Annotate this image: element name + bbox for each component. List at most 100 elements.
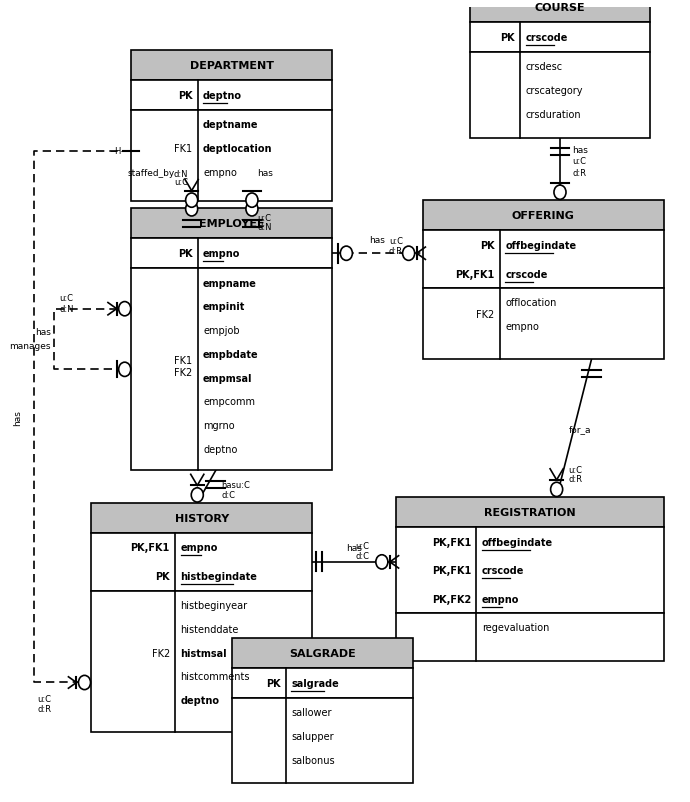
- Text: u:C: u:C: [60, 294, 74, 303]
- Text: d:R: d:R: [569, 475, 582, 484]
- Text: u:C: u:C: [389, 237, 403, 245]
- Text: deptno: deptno: [203, 444, 237, 455]
- Bar: [131, 80, 333, 111]
- Text: histmsal: histmsal: [181, 648, 227, 658]
- Bar: [91, 533, 312, 591]
- Text: hasu:C: hasu:C: [221, 480, 250, 489]
- Text: FK2: FK2: [152, 648, 170, 658]
- Text: d:R: d:R: [38, 704, 52, 713]
- Text: u:C: u:C: [257, 213, 271, 222]
- Text: d:C: d:C: [355, 552, 369, 561]
- Text: has: has: [35, 327, 51, 336]
- Text: has: has: [346, 544, 362, 553]
- Circle shape: [340, 247, 353, 261]
- Text: u:C: u:C: [355, 541, 369, 550]
- Text: crsdesc: crsdesc: [526, 62, 562, 72]
- Text: PK: PK: [178, 91, 193, 100]
- Text: d:N: d:N: [257, 223, 272, 232]
- Text: u:C: u:C: [569, 465, 582, 474]
- Bar: [131, 51, 333, 80]
- Bar: [423, 289, 664, 360]
- Text: staffed_by: staffed_by: [128, 169, 175, 178]
- Bar: [131, 209, 333, 239]
- Bar: [423, 200, 664, 231]
- Text: histbegindate: histbegindate: [181, 572, 257, 581]
- Circle shape: [551, 483, 562, 497]
- Text: PK,FK1: PK,FK1: [432, 537, 471, 547]
- Circle shape: [402, 247, 415, 261]
- Text: COURSE: COURSE: [535, 2, 585, 13]
- Text: mgrno: mgrno: [203, 421, 235, 431]
- Text: empno: empno: [482, 594, 519, 604]
- Text: DEPARTMENT: DEPARTMENT: [190, 60, 274, 71]
- Text: has: has: [13, 409, 22, 425]
- Text: deptname: deptname: [203, 120, 259, 130]
- Text: FK1
FK2: FK1 FK2: [174, 355, 193, 377]
- Text: u:C: u:C: [175, 178, 188, 187]
- Text: deptlocation: deptlocation: [203, 144, 273, 154]
- Text: empno: empno: [181, 543, 218, 553]
- Text: d:C: d:C: [221, 491, 235, 500]
- Text: deptno: deptno: [181, 695, 219, 705]
- Text: PK,FK1: PK,FK1: [455, 269, 495, 279]
- Text: salgrade: salgrade: [291, 678, 339, 688]
- Text: d:N: d:N: [60, 304, 75, 314]
- Bar: [232, 698, 413, 784]
- Text: deptno: deptno: [203, 91, 242, 100]
- Text: for_a: for_a: [569, 424, 591, 433]
- Text: FK2: FK2: [476, 310, 495, 320]
- Text: crscode: crscode: [526, 33, 568, 43]
- Bar: [232, 638, 413, 668]
- Text: has: has: [370, 236, 386, 245]
- Bar: [91, 503, 312, 533]
- Text: crscode: crscode: [505, 269, 548, 279]
- Bar: [396, 614, 664, 661]
- Circle shape: [554, 186, 566, 200]
- Text: histenddate: histenddate: [181, 624, 239, 634]
- Text: regevaluation: regevaluation: [482, 622, 549, 633]
- Bar: [470, 22, 651, 53]
- Text: salupper: salupper: [291, 731, 334, 741]
- Text: empbdate: empbdate: [203, 350, 259, 359]
- Bar: [232, 668, 413, 698]
- Text: EMPLOYEE: EMPLOYEE: [199, 219, 265, 229]
- Circle shape: [79, 675, 90, 690]
- Text: salbonus: salbonus: [291, 755, 335, 764]
- Bar: [396, 528, 664, 614]
- Text: REGISTRATION: REGISTRATION: [484, 508, 575, 518]
- Text: empname: empname: [203, 278, 257, 288]
- Text: PK,FK2: PK,FK2: [432, 594, 471, 604]
- Bar: [396, 498, 664, 528]
- Text: has: has: [572, 145, 588, 154]
- Text: d:N: d:N: [174, 170, 188, 179]
- Bar: [131, 239, 333, 269]
- Circle shape: [191, 488, 204, 502]
- Text: has: has: [257, 169, 273, 178]
- Text: FK1: FK1: [174, 144, 193, 154]
- Text: offlocation: offlocation: [505, 298, 557, 308]
- Bar: [423, 231, 664, 289]
- Text: crsduration: crsduration: [526, 110, 581, 119]
- Text: empno: empno: [505, 322, 539, 332]
- Text: PK: PK: [155, 572, 170, 581]
- Circle shape: [186, 194, 197, 208]
- Text: d:R: d:R: [389, 247, 403, 256]
- Circle shape: [119, 363, 130, 377]
- Text: empmsal: empmsal: [203, 373, 253, 383]
- Text: ─H─: ─H─: [110, 147, 126, 156]
- Text: offbegindate: offbegindate: [482, 537, 553, 547]
- Circle shape: [376, 555, 388, 569]
- Text: HISTORY: HISTORY: [175, 513, 229, 523]
- Text: histcomments: histcomments: [181, 671, 250, 682]
- Text: SALGRADE: SALGRADE: [289, 648, 355, 658]
- Text: u:C: u:C: [38, 695, 52, 703]
- Bar: [91, 591, 312, 732]
- Text: empno: empno: [203, 249, 240, 259]
- Text: PK,FK1: PK,FK1: [130, 543, 170, 553]
- Text: manages: manages: [10, 342, 51, 350]
- Bar: [131, 269, 333, 471]
- Text: u:C: u:C: [572, 157, 586, 166]
- Text: offbegindate: offbegindate: [505, 241, 576, 250]
- Text: sallower: sallower: [291, 707, 332, 717]
- Text: d:R: d:R: [572, 169, 586, 178]
